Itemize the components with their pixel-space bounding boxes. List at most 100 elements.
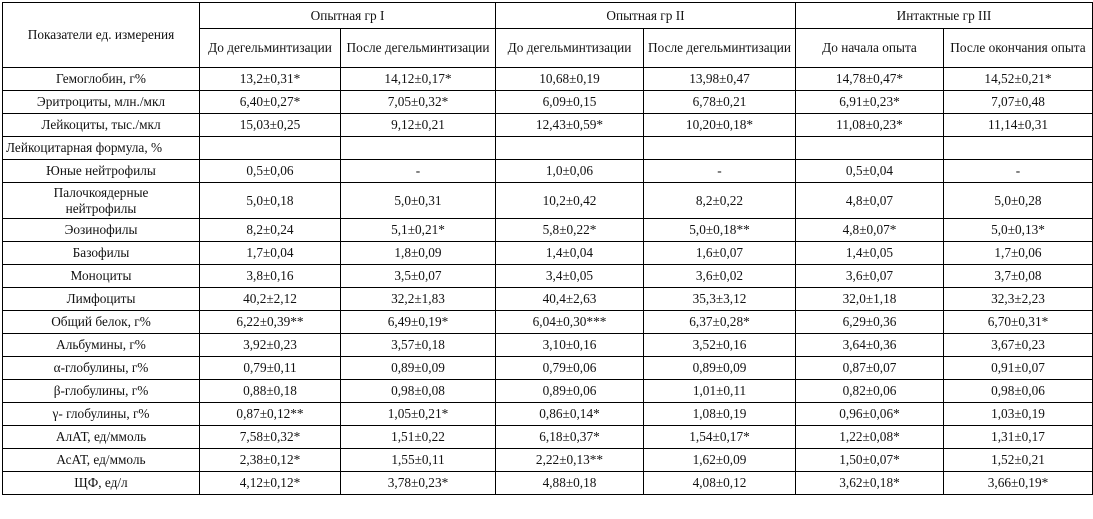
- table-cell: 3,57±0,18: [340, 333, 496, 357]
- table-cell: 6,78±0,21: [643, 90, 796, 114]
- table-cell: 3,6±0,07: [795, 264, 944, 288]
- table-cell: 3,8±0,16: [199, 264, 341, 288]
- row-label: Эозинофилы: [2, 218, 200, 242]
- table-cell: 10,2±0,42: [495, 182, 644, 219]
- table-cell: [795, 136, 944, 160]
- table-cell: 6,37±0,28*: [643, 310, 796, 334]
- table-cell: 5,1±0,21*: [340, 218, 496, 242]
- table-cell: 0,89±0,09: [340, 356, 496, 380]
- header-indicator: Показатели ед. измерения: [2, 2, 200, 68]
- table-cell: 3,64±0,36: [795, 333, 944, 357]
- table-cell: 1,62±0,09: [643, 448, 796, 472]
- table-cell: 3,67±0,23: [943, 333, 1093, 357]
- table-row: АсАТ, ед/ммоль 2,38±0,12* 1,55±0,11 2,22±0,…: [2, 448, 1093, 472]
- table-cell: -: [643, 159, 796, 183]
- table-cell: 3,52±0,16: [643, 333, 796, 357]
- table-cell: 0,98±0,08: [340, 379, 496, 403]
- table-cell: 1,22±0,08*: [795, 425, 944, 449]
- table-cell: 3,92±0,23: [199, 333, 341, 357]
- row-label: Моноциты: [2, 264, 200, 288]
- table-cell: [643, 136, 796, 160]
- header-subcolumn: До дегельминтизации: [199, 28, 341, 68]
- table-cell: -: [340, 159, 496, 183]
- table-cell: 1,7±0,06: [943, 241, 1093, 265]
- table-cell: 0,89±0,09: [643, 356, 796, 380]
- table-cell: 7,05±0,32*: [340, 90, 496, 114]
- table-cell: 5,0±0,28: [943, 182, 1093, 219]
- table-cell: [943, 136, 1093, 160]
- table-cell: 1,05±0,21*: [340, 402, 496, 426]
- table-cell: 12,43±0,59*: [495, 113, 644, 137]
- header-group-2: Опытная гр II: [495, 2, 796, 29]
- table-cell: 6,70±0,31*: [943, 310, 1093, 334]
- table-cell: 3,66±0,19*: [943, 471, 1093, 495]
- table-cell: 0,82±0,06: [795, 379, 944, 403]
- table-cell: 1,8±0,09: [340, 241, 496, 265]
- table-cell: 32,0±1,18: [795, 287, 944, 311]
- table-cell: [495, 136, 644, 160]
- table-cell: 6,04±0,30***: [495, 310, 644, 334]
- data-table: Показатели ед. измерения Опытная гр I Оп…: [2, 2, 1093, 495]
- table-row: ЩФ, ед/л 4,12±0,12* 3,78±0,23* 4,88±0,18 4,0…: [2, 471, 1093, 495]
- row-label: Лейкоциты, тыс./мкл: [2, 113, 200, 137]
- table-cell: 1,0±0,06: [495, 159, 644, 183]
- row-label: Общий белок, г%: [2, 310, 200, 334]
- table-cell: 11,08±0,23*: [795, 113, 944, 137]
- row-label: Базофилы: [2, 241, 200, 265]
- table-row: Гемоглобин, г% 13,2±0,31* 14,12±0,17* 10,68…: [2, 67, 1093, 91]
- table-cell: 2,22±0,13**: [495, 448, 644, 472]
- table-cell: 1,52±0,21: [943, 448, 1093, 472]
- table-cell: 5,0±0,13*: [943, 218, 1093, 242]
- header-subcolumn: После окончания опыта: [943, 28, 1093, 68]
- table-cell: 3,4±0,05: [495, 264, 644, 288]
- table-row: Лейкоцитарная формула, %: [2, 136, 1093, 160]
- table-cell: 13,98±0,47: [643, 67, 796, 91]
- table-cell: 1,4±0,05: [795, 241, 944, 265]
- table-cell: 8,2±0,22: [643, 182, 796, 219]
- table-cell: 1,7±0,04: [199, 241, 341, 265]
- table-cell: 13,2±0,31*: [199, 67, 341, 91]
- table-cell: 0,5±0,04: [795, 159, 944, 183]
- table-cell: 6,09±0,15: [495, 90, 644, 114]
- table-cell: 0,87±0,12**: [199, 402, 341, 426]
- table-row: Моноциты 3,8±0,16 3,5±0,07 3,4±0,05 3,6±0,02…: [2, 264, 1093, 288]
- row-label: АсАТ, ед/ммоль: [2, 448, 200, 472]
- table-row: Эозинофилы 8,2±0,24 5,1±0,21* 5,8±0,22* 5,0±…: [2, 218, 1093, 242]
- table-cell: 0,79±0,06: [495, 356, 644, 380]
- table-cell: 0,87±0,07: [795, 356, 944, 380]
- table-cell: 3,62±0,18*: [795, 471, 944, 495]
- row-label: β-глобулины, г%: [2, 379, 200, 403]
- table-cell: 1,51±0,22: [340, 425, 496, 449]
- table-cell: 32,2±1,83: [340, 287, 496, 311]
- table-cell: 0,86±0,14*: [495, 402, 644, 426]
- table-row: Лимфоциты 40,2±2,12 32,2±1,83 40,4±2,63 35,3…: [2, 287, 1093, 311]
- table-cell: 0,79±0,11: [199, 356, 341, 380]
- table-cell: 0,5±0,06: [199, 159, 341, 183]
- table-row: Альбумины, г% 3,92±0,23 3,57±0,18 3,10±0,16…: [2, 333, 1093, 357]
- table-cell: 40,2±2,12: [199, 287, 341, 311]
- table-row: Эритроциты, млн./мкл 6,40±0,27* 7,05±0,32*…: [2, 90, 1093, 114]
- row-label: α-глобулины, г%: [2, 356, 200, 380]
- table-cell: 0,96±0,06*: [795, 402, 944, 426]
- header-group-1: Опытная гр I: [199, 2, 496, 29]
- table-cell: 0,88±0,18: [199, 379, 341, 403]
- table-cell: 3,78±0,23*: [340, 471, 496, 495]
- table-row: Общий белок, г% 6,22±0,39** 6,49±0,19* 6,04…: [2, 310, 1093, 334]
- table-cell: 7,58±0,32*: [199, 425, 341, 449]
- table-cell: 4,08±0,12: [643, 471, 796, 495]
- table-cell: 2,38±0,12*: [199, 448, 341, 472]
- table-cell: 32,3±2,23: [943, 287, 1093, 311]
- row-label: Альбумины, г%: [2, 333, 200, 357]
- table-cell: 4,12±0,12*: [199, 471, 341, 495]
- table-cell: 6,49±0,19*: [340, 310, 496, 334]
- table-cell: 11,14±0,31: [943, 113, 1093, 137]
- table-cell: 1,01±0,11: [643, 379, 796, 403]
- header-group-3: Интактные гр III: [795, 2, 1093, 29]
- table-cell: 14,78±0,47*: [795, 67, 944, 91]
- table-row: β-глобулины, г% 0,88±0,18 0,98±0,08 0,89±0,…: [2, 379, 1093, 403]
- table-row: Палочкоядерные нейтрофилы 5,0±0,18 5,0±0,3…: [2, 182, 1093, 219]
- table-cell: 4,8±0,07: [795, 182, 944, 219]
- table-cell: 6,91±0,23*: [795, 90, 944, 114]
- table-row: Юные нейтрофилы 0,5±0,06-1,0±0,06-0,5±0,0…: [2, 159, 1093, 183]
- row-label: Лейкоцитарная формула, %: [2, 136, 200, 160]
